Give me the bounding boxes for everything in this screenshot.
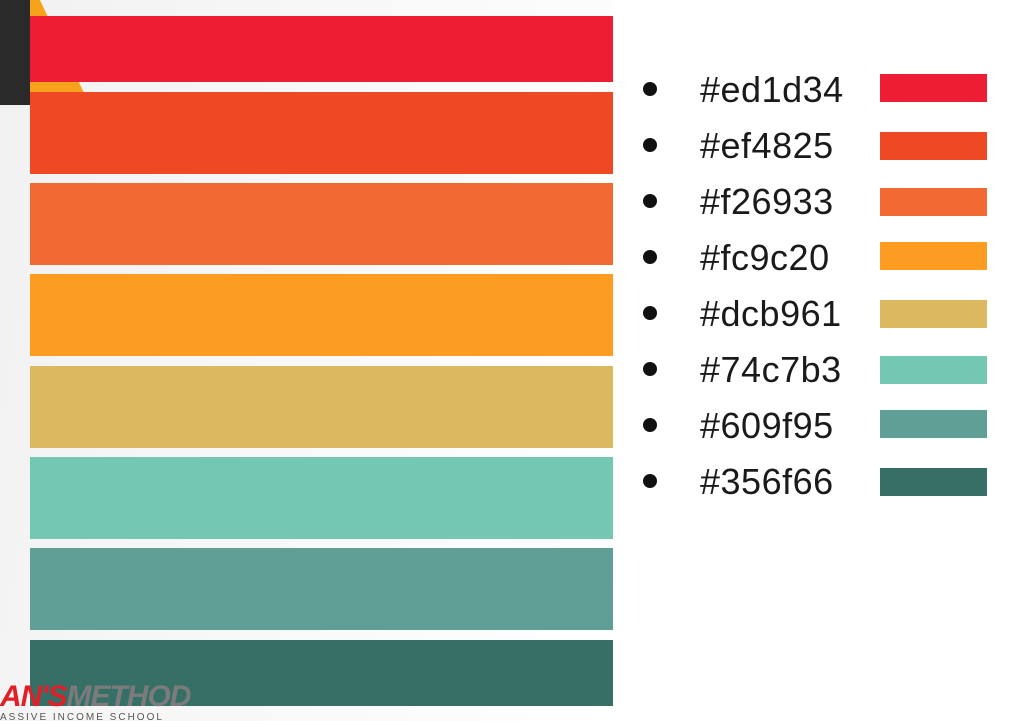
- color-bar: [30, 274, 613, 356]
- color-swatch: [880, 300, 987, 328]
- hex-code-label: #ed1d34: [700, 69, 844, 110]
- color-swatch: [880, 468, 987, 496]
- legend-item: #ed1d34: [640, 70, 990, 110]
- logo-text-grey: METHOD: [66, 680, 191, 713]
- logo-text: AN'SMETHOD: [0, 680, 191, 714]
- bullet-icon: [643, 250, 657, 264]
- hex-code-label: #609f95: [700, 405, 834, 446]
- color-bar: [30, 548, 613, 630]
- color-bar: [30, 457, 613, 539]
- logo-tagline: ASSIVE INCOME SCHOOL: [0, 712, 164, 721]
- legend-item: #ef4825: [640, 126, 990, 166]
- legend-item: #356f66: [640, 462, 990, 502]
- color-swatch: [880, 356, 987, 384]
- hex-code-label: #f26933: [700, 181, 834, 222]
- hex-code-label: #74c7b3: [700, 349, 842, 390]
- hex-code-label: #ef4825: [700, 125, 834, 166]
- color-swatch: [880, 132, 987, 160]
- hex-code-label: #356f66: [700, 461, 834, 502]
- color-bar: [30, 16, 613, 82]
- legend-item: #609f95: [640, 406, 990, 446]
- brand-logo: AN'SMETHOD ASSIVE INCOME SCHOOL: [0, 680, 220, 721]
- color-bar: [30, 640, 613, 706]
- color-bar: [30, 366, 613, 448]
- color-bar: [30, 183, 613, 265]
- legend-item: #fc9c20: [640, 238, 990, 278]
- color-swatch: [880, 242, 987, 270]
- hex-code-label: #dcb961: [700, 293, 842, 334]
- color-swatch: [880, 188, 987, 216]
- bullet-icon: [643, 362, 657, 376]
- hex-code-label: #fc9c20: [700, 237, 830, 278]
- bullet-icon: [643, 474, 657, 488]
- bullet-icon: [643, 82, 657, 96]
- legend-item: #dcb961: [640, 294, 990, 334]
- legend-item: #74c7b3: [640, 350, 990, 390]
- bullet-icon: [643, 194, 657, 208]
- bullet-icon: [643, 418, 657, 432]
- logo-text-red: AN'S: [0, 680, 67, 713]
- color-swatch: [880, 410, 987, 438]
- bullet-icon: [643, 306, 657, 320]
- color-swatch: [880, 74, 987, 102]
- legend-item: #f26933: [640, 182, 990, 222]
- color-bar: [30, 92, 613, 174]
- bullet-icon: [643, 138, 657, 152]
